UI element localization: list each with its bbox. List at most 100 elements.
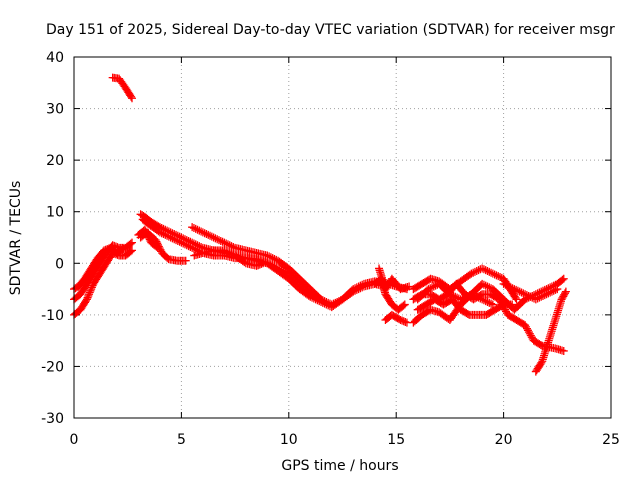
data-point (513, 286, 522, 295)
data-point (127, 246, 136, 255)
data-point (163, 231, 172, 240)
series-track-s (531, 287, 570, 376)
y-tick-label: -30 (41, 411, 64, 427)
data-point (479, 265, 488, 274)
y-tick-label: -20 (41, 359, 64, 375)
y-tick-label: 20 (46, 153, 64, 169)
data-point (193, 225, 202, 234)
data-point (127, 94, 136, 103)
data-point (222, 247, 231, 256)
x-tick-label: 0 (70, 432, 79, 448)
data-point (186, 242, 195, 251)
data-point (405, 282, 414, 291)
data-point (469, 268, 478, 277)
data-point (460, 293, 469, 302)
data-point (188, 223, 197, 232)
data-point (358, 283, 367, 292)
data-point (508, 300, 517, 309)
y-tick-label: -10 (41, 308, 64, 324)
data-point (478, 295, 487, 304)
data-point (84, 291, 93, 300)
data-point (479, 296, 488, 305)
data-point (322, 300, 331, 309)
x-axis-label: GPS time / hours (281, 458, 398, 474)
data-point (119, 244, 128, 253)
data-point (179, 239, 188, 248)
data-point (172, 236, 181, 245)
data-point (515, 287, 524, 296)
data-point (521, 321, 530, 330)
data-point (218, 237, 227, 246)
data-point (488, 269, 497, 278)
data-point (428, 283, 436, 292)
data-point (424, 285, 433, 294)
data-point (220, 238, 229, 247)
data-point (496, 273, 505, 282)
data-point (445, 290, 454, 299)
data-point (315, 294, 324, 303)
data-point (537, 358, 546, 367)
chart-title: Day 151 of 2025, Sidereal Day-to-day VTE… (46, 22, 615, 38)
data-point (481, 297, 490, 306)
data-point (485, 283, 494, 292)
tick-labels: 0 5 10 15 20 25 -30 -20 -10 0 10 20 30 40 (41, 50, 620, 448)
data-point (266, 253, 275, 262)
data-point (268, 254, 277, 263)
series-track-q (413, 295, 517, 319)
data-point (494, 272, 503, 281)
data-point (259, 259, 268, 268)
series-track-d (108, 73, 136, 103)
data-point (519, 289, 528, 298)
data-point (485, 267, 494, 276)
data-point (481, 266, 490, 275)
data-point (211, 234, 220, 243)
data-point (470, 267, 479, 276)
series-track-r (413, 279, 497, 309)
data-point (467, 290, 476, 299)
data-point (272, 255, 281, 264)
y-tick-label: 0 (55, 256, 64, 272)
data-point (127, 238, 136, 247)
data-point (559, 346, 568, 355)
series-track-h (134, 225, 162, 252)
series-track-l (381, 310, 411, 327)
data-point (202, 230, 211, 239)
data-point (117, 245, 126, 254)
data-point (189, 224, 198, 233)
data-point (173, 236, 182, 245)
data-point (465, 270, 474, 279)
data-point (533, 294, 542, 303)
data-point (488, 300, 497, 309)
data-point (526, 331, 535, 340)
data-point (227, 242, 236, 251)
data-point (481, 281, 490, 290)
data-point (487, 299, 496, 308)
data-point (527, 333, 536, 342)
data-point (547, 287, 556, 296)
data-point (538, 291, 547, 300)
data-point (157, 229, 166, 238)
x-tick-label: 15 (387, 432, 405, 448)
data-point (511, 293, 520, 302)
data-point (182, 241, 191, 250)
data-point (469, 291, 478, 300)
data-point (540, 291, 549, 300)
data-point (476, 294, 485, 303)
data-point (159, 230, 168, 239)
data-point (304, 291, 313, 300)
data-point (524, 291, 533, 300)
data-point (175, 237, 184, 246)
data-point (501, 280, 510, 289)
x-tick-label: 10 (280, 432, 298, 448)
data-point (126, 239, 135, 248)
data-point (472, 267, 481, 276)
data-point (152, 242, 161, 251)
gridlines (74, 57, 611, 418)
series-track-j (190, 246, 268, 270)
data-point (209, 233, 218, 242)
data-point (197, 227, 206, 236)
data-point (240, 258, 249, 267)
data-point (512, 295, 521, 304)
series-track-i (188, 223, 326, 304)
